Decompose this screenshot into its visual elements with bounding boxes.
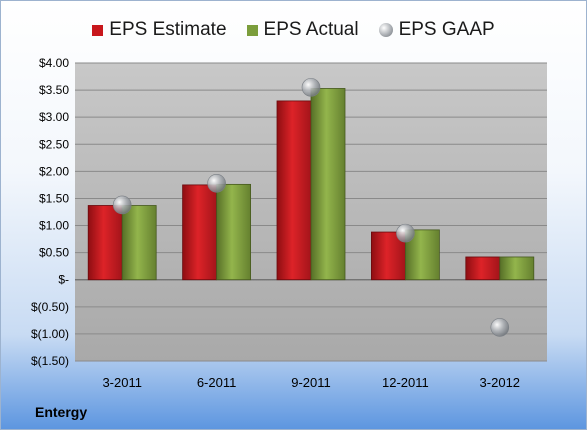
chart-legend: EPS Estimate EPS Actual EPS GAAP	[1, 15, 586, 45]
y-tick-label: $(0.50)	[31, 300, 69, 314]
bar-eps-actual	[310, 88, 346, 281]
y-tick-label: $3.00	[39, 110, 69, 124]
marker-eps-gaap	[112, 195, 132, 215]
x-category-label: 9-2011	[291, 375, 331, 390]
company-label: Entergy	[35, 404, 88, 420]
y-tick-label: $(1.50)	[31, 354, 69, 368]
x-category-label: 3-2011	[102, 375, 142, 390]
marker-eps-gaap	[396, 223, 415, 243]
y-tick-label: $0.50	[39, 246, 69, 260]
x-category-label: 3-2012	[480, 375, 520, 390]
x-axis-categories: 3-2011 6-2011 9-2011 12-2011 3-2012	[102, 375, 520, 390]
marker-eps-gaap	[301, 78, 321, 97]
legend-label-eps-estimate: EPS Estimate	[109, 19, 227, 40]
legend-swatch-eps-actual	[246, 24, 258, 36]
legend-label-eps-gaap: EPS GAAP	[398, 19, 495, 40]
y-tick-label: $2.00	[39, 164, 69, 178]
marker-eps-gaap	[207, 173, 226, 193]
bar-eps-estimate	[87, 205, 123, 281]
bars	[87, 88, 535, 281]
y-tick-label: $1.00	[39, 219, 69, 233]
x-category-label: 6-2011	[197, 375, 237, 390]
y-tick-label: $2.50	[39, 137, 69, 151]
x-category-label: 12-2011	[382, 375, 429, 390]
y-tick-label: $4.00	[39, 56, 69, 70]
legend-item-eps-gaap: EPS GAAP	[378, 19, 495, 41]
gaap-markers	[112, 78, 510, 337]
marker-eps-gaap	[490, 318, 510, 337]
y-tick-label: $-	[58, 273, 69, 287]
bar-eps-actual	[499, 256, 535, 281]
bar-eps-estimate	[182, 184, 218, 281]
legend-swatch-eps-gaap	[378, 23, 393, 37]
bar-eps-actual	[216, 183, 252, 281]
bar-eps-actual	[121, 205, 157, 281]
y-axis-ticks: $4.00 $3.50 $3.00 $2.50 $2.00 $1.50 $1.00 $0.50…	[31, 56, 69, 368]
bar-eps-estimate	[276, 100, 312, 281]
y-tick-label: $3.50	[39, 83, 69, 97]
y-tick-label: $1.50	[39, 191, 69, 205]
y-tick-label: $(1.00)	[31, 327, 69, 341]
legend-label-eps-actual: EPS Actual	[263, 19, 359, 40]
legend-item-eps-actual: EPS Actual	[246, 19, 359, 41]
legend-swatch-eps-estimate	[92, 24, 104, 36]
bar-eps-estimate	[465, 256, 501, 281]
legend-item-eps-estimate: EPS Estimate	[92, 19, 227, 41]
